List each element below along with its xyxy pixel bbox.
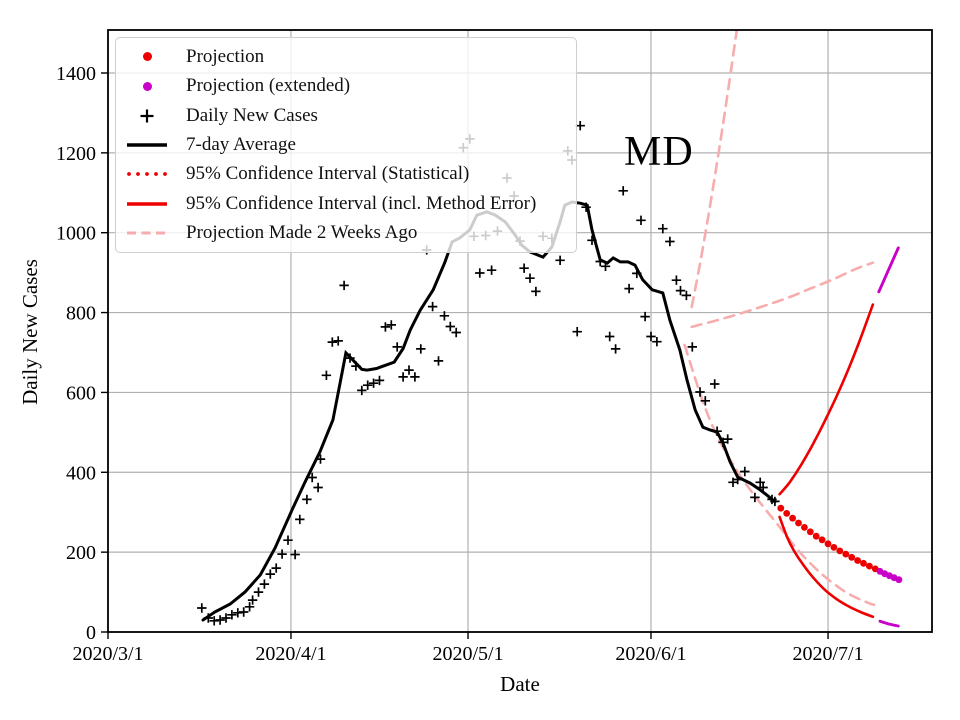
y-tick-label: 600 (66, 382, 96, 404)
legend-marker (125, 81, 169, 91)
legend: Projection Projection (extended) Daily New… (115, 37, 577, 253)
y-tick-label: 400 (66, 462, 96, 484)
legend-label: Projection (186, 45, 265, 67)
series-ci-lower (778, 515, 875, 619)
tick-labels: 2020/3/1 2020/4/1 2020/5/1 2020/6/1 2020/7/1… (56, 63, 864, 665)
series-projection-extended-dots (876, 567, 903, 584)
legend-marker (125, 225, 169, 241)
y-tick-label: 1400 (56, 63, 96, 85)
legend-item-5: 95% Confidence Interval (incl. Method Er… (116, 190, 576, 218)
y-tick-label: 1200 (56, 143, 96, 165)
x-tick-label: 2020/4/1 (255, 643, 326, 665)
legend-marker (125, 52, 169, 62)
y-tick-label: 0 (86, 622, 96, 644)
x-tick-label: 2020/3/1 (72, 643, 143, 665)
series-prior-projection-upper (690, 30, 739, 309)
legend-plus-marker (140, 109, 154, 123)
series-projection-dots (777, 504, 879, 573)
x-tick-label: 2020/5/1 (432, 643, 503, 665)
x-axis-label: Date (500, 672, 540, 696)
legend-label: Daily New Cases (186, 104, 318, 126)
plot-frame (107, 29, 933, 633)
legend-dot-marker (142, 81, 152, 91)
y-tick-label: 200 (66, 542, 96, 564)
legend-dot-marker (142, 52, 152, 62)
y-axis-label: Daily New Cases (18, 259, 42, 405)
legend-item-2: Daily New Cases (116, 102, 576, 130)
legend-solid-line-marker (127, 202, 167, 206)
legend-label: 7-day Average (186, 133, 296, 155)
y-tick-label: 800 (66, 303, 96, 325)
x-tick-label: 2020/6/1 (615, 643, 686, 665)
legend-label: 95% Confidence Interval (Statistical) (186, 163, 470, 185)
series-ci-upper-extended (877, 246, 900, 294)
legend-dotted-line-marker (127, 172, 167, 177)
legend-item-0: Projection (116, 43, 576, 71)
legend-item-4: 95% Confidence Interval (Statistical) (116, 160, 576, 188)
legend-solid-line-marker (127, 143, 167, 147)
legend-label: Projection (extended) (186, 75, 351, 97)
state-annotation: MD (624, 129, 694, 175)
legend-marker (125, 108, 169, 124)
legend-item-6: Projection Made 2 Weeks Ago (116, 219, 576, 247)
legend-marker (125, 166, 169, 182)
series-prior-projection-lower (683, 343, 876, 607)
y-tick-label: 1000 (56, 223, 96, 245)
tick-marks (101, 72, 829, 639)
legend-item-3: 7-day Average (116, 131, 576, 159)
legend-marker (125, 137, 169, 153)
legend-marker (125, 196, 169, 212)
x-tick-label: 2020/7/1 (792, 643, 863, 665)
series-ci-lower-extended (878, 619, 900, 628)
legend-label: Projection Made 2 Weeks Ago (186, 222, 418, 244)
legend-item-1: Projection (extended) (116, 72, 576, 100)
legend-label: 95% Confidence Interval (incl. Method Er… (186, 192, 537, 214)
series-ci-upper (778, 303, 875, 496)
legend-dashed-line-marker (127, 231, 167, 235)
